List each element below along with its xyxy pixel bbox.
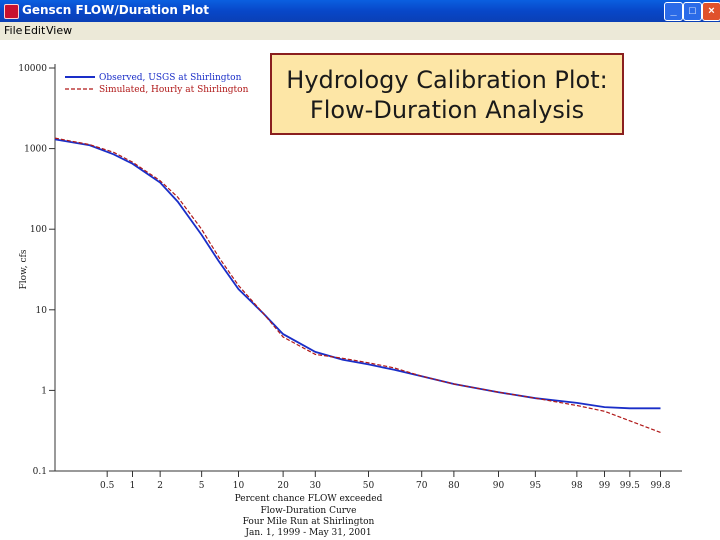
x-tick-label: 99.5 bbox=[620, 481, 640, 491]
series-line-observed bbox=[54, 138, 661, 410]
maximize-button[interactable]: □ bbox=[683, 2, 702, 21]
x-tick-label: 95 bbox=[530, 481, 542, 491]
x-tick-label: 98 bbox=[571, 481, 583, 491]
menu-view[interactable]: View bbox=[46, 24, 73, 37]
x-tick-label: 20 bbox=[277, 481, 289, 491]
chart-caption-line: Flow-Duration Curve bbox=[261, 506, 357, 516]
y-tick-label: 1 bbox=[41, 386, 47, 396]
y-tick-label: 1000 bbox=[24, 145, 47, 155]
x-tick-label: 90 bbox=[493, 481, 505, 491]
title-banner: Hydrology Calibration Plot: Flow-Duratio… bbox=[270, 53, 624, 135]
banner-line-1: Hydrology Calibration Plot: bbox=[286, 66, 608, 94]
banner-line-2: Flow-Duration Analysis bbox=[309, 96, 585, 124]
x-tick-label: 10 bbox=[233, 481, 245, 491]
y-tick-label: 0.1 bbox=[33, 467, 47, 477]
series-line-simulated bbox=[54, 137, 661, 434]
x-tick-label: 1 bbox=[130, 481, 136, 491]
legend-entry: Observed, USGS at Shirlington bbox=[99, 73, 242, 83]
app-icon bbox=[4, 4, 19, 19]
x-tick-label: 2 bbox=[157, 481, 163, 491]
x-tick-label: 50 bbox=[363, 481, 375, 491]
y-axis-label: Flow, cfs bbox=[19, 249, 29, 289]
flow-duration-chart: 10000 1000 100 10 1 0.1 0.5 1 2 5 10 20 30 50 70 80 90 95… bbox=[18, 64, 682, 538]
x-tick-label: 30 bbox=[310, 481, 322, 491]
x-axis-label: Percent chance FLOW exceeded bbox=[235, 494, 383, 504]
legend-entry: Simulated, Hourly at Shirlington bbox=[99, 85, 249, 95]
x-tick-label: 99 bbox=[599, 481, 611, 491]
window-title: Genscn FLOW/Duration Plot bbox=[22, 3, 209, 17]
y-tick-label: 100 bbox=[30, 225, 47, 235]
x-tick-label: 0.5 bbox=[100, 481, 115, 491]
x-tick-label: 70 bbox=[416, 481, 428, 491]
minimize-button[interactable]: _ bbox=[664, 2, 683, 21]
y-tick-label: 10000 bbox=[18, 64, 47, 74]
chart-caption-line: Jan. 1, 1999 - May 31, 2001 bbox=[244, 528, 371, 538]
x-tick-label: 5 bbox=[199, 481, 205, 491]
menu-file[interactable]: File bbox=[4, 24, 23, 37]
menu-edit[interactable]: Edit bbox=[24, 24, 46, 37]
menu-bar: File Edit View bbox=[0, 22, 720, 40]
window-titlebar: Genscn FLOW/Duration Plot _ □ × bbox=[0, 0, 720, 22]
x-tick-label: 99.8 bbox=[650, 481, 670, 491]
x-tick-label: 80 bbox=[448, 481, 460, 491]
close-button[interactable]: × bbox=[702, 2, 720, 21]
y-tick-label: 10 bbox=[36, 306, 48, 316]
chart-caption-line: Four Mile Run at Shirlington bbox=[243, 517, 375, 527]
